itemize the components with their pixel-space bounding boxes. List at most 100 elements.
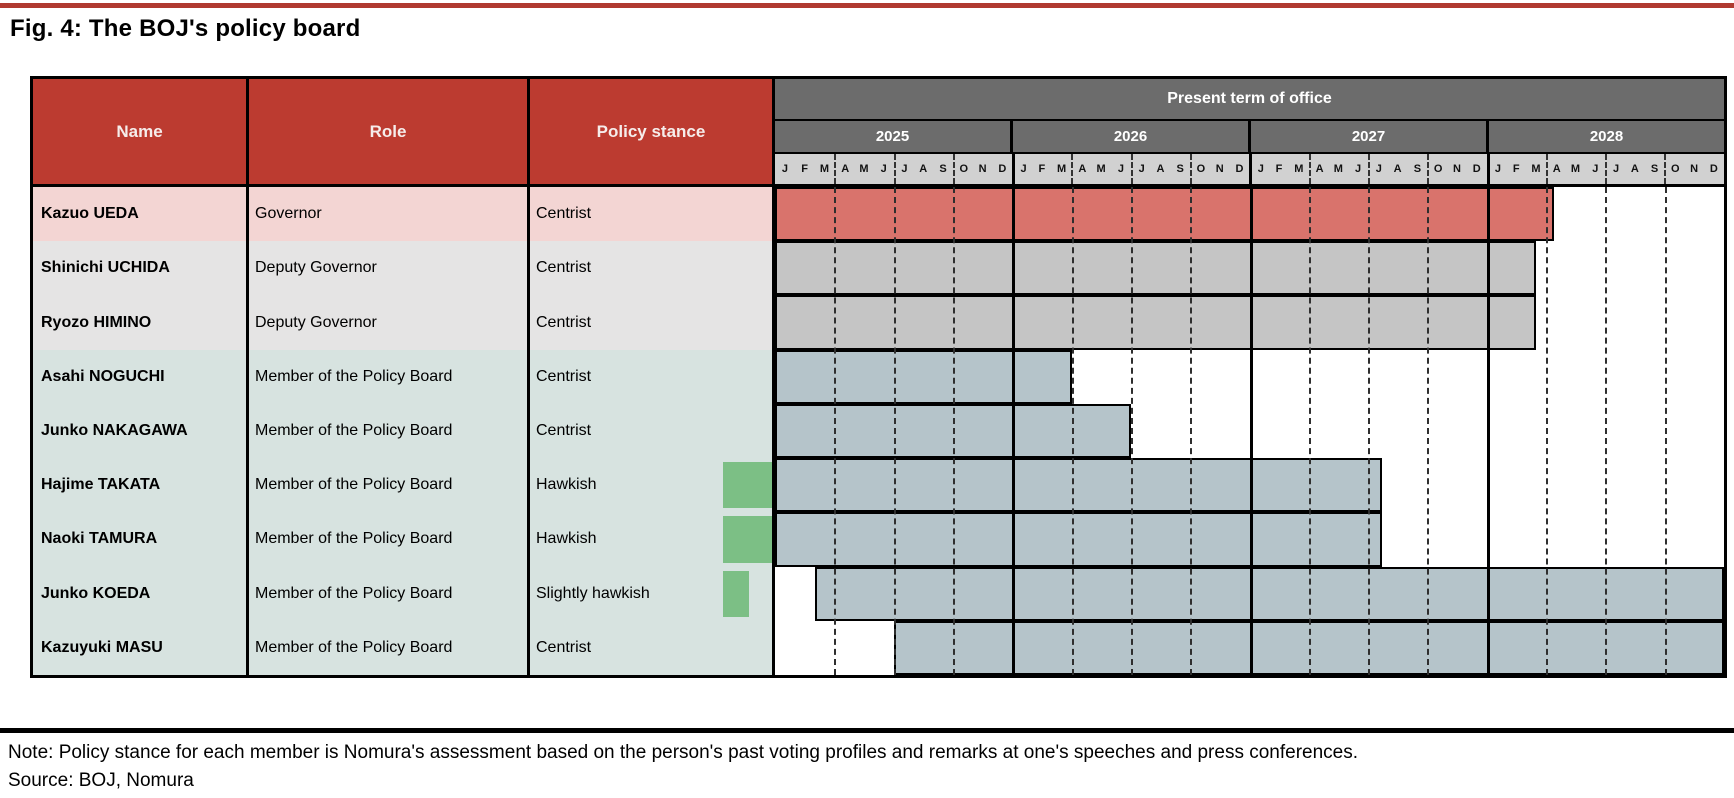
policy-board-table: Name Role Policy stance Present term of … <box>30 76 1727 678</box>
month-label: O <box>1427 154 1447 184</box>
term-bar <box>893 620 1724 675</box>
term-gantt-chart <box>775 187 1724 675</box>
member-stance: Centrist <box>530 349 775 404</box>
month-label: J <box>1249 154 1269 184</box>
month-label: A <box>1308 154 1329 184</box>
month-label: N <box>1215 163 1224 175</box>
member-stance: Centrist <box>530 241 775 296</box>
month-label: J <box>1592 163 1599 175</box>
month-label: A <box>919 163 928 175</box>
member-name: Junko NAKAGAWA <box>33 403 249 459</box>
column-header-stance: Policy stance <box>530 79 775 187</box>
month-label: S <box>939 163 947 175</box>
year-label: 2028 <box>1589 128 1624 145</box>
month-label: N <box>1690 163 1699 175</box>
month-label: O <box>1664 154 1684 184</box>
month-label: D <box>1235 163 1244 175</box>
term-bar <box>775 295 1537 350</box>
month-label: A <box>1545 154 1566 184</box>
month-label: M <box>1531 163 1541 175</box>
member-stance: Slightly hawkish <box>530 566 775 621</box>
month-label: S <box>1650 163 1659 175</box>
month-label: D <box>998 163 1007 175</box>
member-name: Kazuo UEDA <box>33 187 249 242</box>
hawkishness-indicator <box>723 570 749 617</box>
column-header-name: Name <box>33 79 249 187</box>
member-role: Member of the Policy Board <box>249 512 530 567</box>
member-stance: Hawkish <box>530 512 775 567</box>
term-bar <box>775 512 1382 567</box>
member-stance: Centrist <box>530 620 775 675</box>
hawkishness-indicator <box>723 516 772 563</box>
month-label: J <box>1367 154 1388 184</box>
month-label: A <box>1156 163 1165 175</box>
month-label: M <box>859 163 869 175</box>
member-name: Junko KOEDA <box>33 566 249 621</box>
term-bar <box>775 458 1382 513</box>
month-label: F <box>1512 163 1520 175</box>
month-label: O <box>1190 154 1210 184</box>
year-label: 2025 <box>775 121 1013 152</box>
month-label: J <box>1605 154 1625 184</box>
year-header-row: 2025 2026 2027 2028 <box>775 121 1724 154</box>
column-header-present-term: Present term of office <box>775 79 1724 121</box>
member-role: Member of the Policy Board <box>249 458 530 513</box>
member-role: Deputy Governor <box>249 241 530 296</box>
month-label: M <box>1057 163 1067 175</box>
month-label: F <box>801 163 809 175</box>
month-label: S <box>1176 163 1184 175</box>
month-label: S <box>1413 163 1422 175</box>
member-stance: Centrist <box>530 295 775 350</box>
member-role: Deputy Governor <box>249 295 530 350</box>
member-role: Member of the Policy Board <box>249 566 530 621</box>
month-label: J <box>893 154 914 184</box>
member-role: Member of the Policy Board <box>249 403 530 459</box>
year-label: 2026 <box>1013 121 1251 152</box>
member-stance: Hawkish <box>530 458 775 513</box>
member-role: Member of the Policy Board <box>249 349 530 404</box>
member-name: Kazuyuki MASU <box>33 620 249 675</box>
month-label: J <box>1012 154 1032 184</box>
month-label: J <box>880 163 887 175</box>
month-label: A <box>1393 163 1402 175</box>
top-rule <box>0 3 1734 8</box>
month-label: F <box>1038 163 1046 175</box>
month-label: N <box>1452 163 1461 175</box>
month-label: D <box>1709 163 1718 175</box>
month-label: M <box>1570 163 1581 175</box>
member-stance: Centrist <box>530 187 775 242</box>
month-label: N <box>978 163 987 175</box>
month-label: J <box>781 163 788 175</box>
member-role: Governor <box>249 187 530 242</box>
member-role: Member of the Policy Board <box>249 620 530 675</box>
hawkishness-indicator <box>723 462 772 509</box>
month-label: M <box>1333 163 1343 175</box>
month-label: J <box>1130 154 1151 184</box>
month-label: A <box>834 154 854 184</box>
member-name: Hajime TAKATA <box>33 458 249 513</box>
month-label: J <box>1486 154 1507 184</box>
figure-note: Note: Policy stance for each member is N… <box>8 742 1359 763</box>
month-label: J <box>1117 163 1124 175</box>
month-label: O <box>952 154 973 184</box>
term-bar <box>814 566 1724 621</box>
figure-source: Source: BOJ, Nomura <box>8 770 194 791</box>
term-bar <box>775 187 1554 242</box>
month-label: M <box>819 163 829 175</box>
member-name: Shinichi UCHIDA <box>33 241 249 296</box>
member-name: Naoki TAMURA <box>33 512 249 567</box>
year-label: 2027 <box>1251 121 1489 152</box>
term-bar <box>775 241 1537 296</box>
month-label: D <box>1472 163 1481 175</box>
footer-rule <box>0 728 1734 733</box>
figure-title: Fig. 4: The BOJ's policy board <box>10 15 361 42</box>
member-stance: Centrist <box>530 403 775 459</box>
month-label: M <box>1294 163 1304 175</box>
month-label: A <box>1630 163 1639 175</box>
term-bar <box>775 349 1072 404</box>
term-bar <box>775 403 1131 459</box>
member-name: Ryozo HIMINO <box>33 295 249 350</box>
month-label: A <box>1071 154 1091 184</box>
